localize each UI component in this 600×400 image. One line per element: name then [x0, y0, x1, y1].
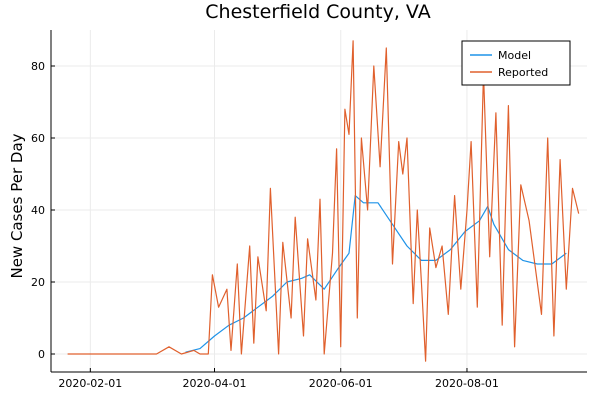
legend: Model Reported [461, 40, 571, 86]
y-tick-label-0: 0 [38, 348, 45, 361]
chart-title: Chesterfield County, VA [205, 1, 430, 23]
series-line-model [185, 195, 567, 353]
series-line-reported [67, 40, 580, 362]
y-tick-label-1: 20 [31, 276, 45, 289]
x-tick-label-1: 2020-04-01 [183, 377, 247, 390]
series-lines [67, 40, 580, 362]
y-axis-label: New Cases Per Day [8, 133, 26, 278]
x-tick-label-3: 2020-08-01 [435, 377, 499, 390]
legend-label-model: Model [498, 49, 531, 62]
x-tick-label-2: 2020-06-01 [309, 377, 373, 390]
y-tick-label-4: 80 [31, 60, 45, 73]
tick-labels: 2020-02-01 2020-04-01 2020-06-01 2020-08-01… [31, 60, 499, 390]
y-tick-label-3: 60 [31, 132, 45, 145]
legend-label-reported: Reported [498, 66, 548, 79]
axes [50, 30, 587, 373]
legend-box [461, 40, 571, 86]
x-tick-label-0: 2020-02-01 [58, 377, 122, 390]
y-tick-label-2: 40 [31, 204, 45, 217]
